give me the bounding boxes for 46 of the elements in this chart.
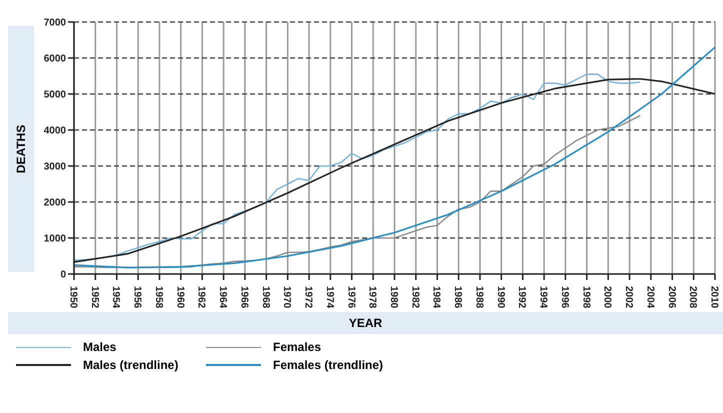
x-tick-label: 2008 — [687, 286, 698, 309]
x-tick-label: 1960 — [174, 286, 186, 309]
x-tick-label: 1962 — [196, 286, 207, 309]
x-tick-label: 2002 — [623, 286, 634, 309]
y-tick-label: 7000 — [44, 18, 66, 29]
x-tick-label: 1986 — [452, 286, 464, 309]
x-tick-label: 2010 — [708, 286, 720, 309]
y-tick-label: 4000 — [44, 126, 66, 137]
x-tick-label: 1970 — [281, 286, 292, 309]
x-tick-label: 1978 — [366, 286, 378, 309]
x-tick-label: 1968 — [260, 286, 271, 309]
x-tick-label: 2006 — [666, 286, 677, 309]
line-series — [74, 46, 715, 268]
y-tick-label: 6000 — [44, 54, 66, 65]
x-tick-label: 1972 — [302, 286, 314, 309]
legend-label: Males — [83, 340, 116, 354]
x-tick-label: 1994 — [538, 286, 549, 309]
y-tick-label: 0 — [60, 270, 66, 281]
x-tick-label: 1976 — [345, 286, 356, 309]
x-tick-label: 2004 — [644, 286, 656, 309]
x-tick-label: 1998 — [580, 286, 592, 309]
y-tick-label: 2000 — [44, 198, 66, 209]
x-tick-label: 1980 — [388, 286, 399, 309]
x-tick-label: 1974 — [324, 286, 335, 309]
x-tick-label: 1996 — [558, 286, 570, 309]
y-tick-label: 3000 — [44, 162, 66, 173]
x-tick-label: 1982 — [409, 286, 420, 309]
x-tick-label: 1988 — [473, 286, 484, 309]
x-tick-label: 1966 — [238, 286, 250, 309]
x-tick-label: 1954 — [110, 286, 122, 309]
y-axis-title: DEATHS — [14, 124, 28, 174]
legend-label: Females — [273, 340, 322, 354]
legend-label: Males (trendline) — [83, 358, 178, 372]
y-tick-label: 5000 — [44, 90, 66, 101]
x-tick-label: 1984 — [430, 286, 442, 309]
x-tick-label: 1952 — [88, 286, 100, 309]
x-tick-label: 1990 — [494, 286, 506, 309]
x-tick-label: 1992 — [516, 286, 528, 309]
x-tick-label: 1958 — [152, 286, 164, 309]
legend-label: Females (trendline) — [273, 358, 384, 372]
x-tick-label: 2000 — [602, 286, 613, 309]
x-tick-label: 1956 — [132, 286, 143, 309]
x-axis-title: YEAR — [8, 312, 723, 334]
x-tick-label: 1950 — [68, 286, 78, 309]
y-tick-label: 1000 — [44, 234, 66, 245]
x-tick-label: 1964 — [217, 286, 228, 309]
